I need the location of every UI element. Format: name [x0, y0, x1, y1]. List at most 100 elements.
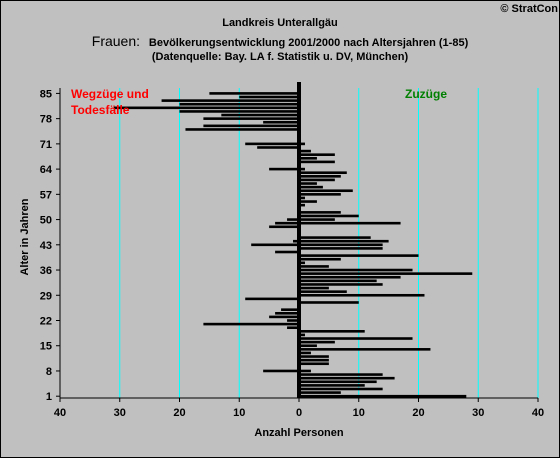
bar-zuzuege-40: [299, 254, 419, 257]
bar-wegzuege-76: [203, 124, 299, 128]
y-tick-label: 1: [46, 391, 52, 403]
bar-zuzuege-58: [299, 189, 353, 193]
y-tick-label: 15: [40, 341, 52, 353]
bar-zuzuege-2: [299, 391, 341, 394]
bar-zuzuege-30: [299, 290, 347, 293]
bar-zuzuege-12: [299, 355, 329, 358]
x-tick-label: 40: [54, 407, 66, 419]
bar-wegzuege-49: [275, 221, 299, 225]
chart-title: Landkreis Unterallgäu: [222, 17, 338, 29]
bar-wegzuege-75: [185, 128, 299, 131]
bar-zuzuege-62: [299, 175, 341, 178]
y-tick-label: 29: [40, 290, 52, 302]
bar-zuzuege-10: [299, 362, 329, 366]
x-tick-label: 0: [296, 407, 302, 419]
copyright-label: © StratCon: [500, 3, 558, 15]
bar-zuzuege-68: [299, 153, 335, 156]
bar-zuzuege-60: [299, 182, 317, 185]
chart-subtitle: Frauen: Bevölkerungsentwicklung 2001/200…: [0, 33, 560, 51]
bar-zuzuege-5: [299, 380, 377, 384]
bar-wegzuege-71: [245, 142, 299, 146]
y-axis-title: Alter in Jahren: [19, 198, 31, 275]
bar-zuzuege-35: [299, 272, 473, 275]
bar-wegzuege-80: [179, 110, 299, 113]
bar-zuzuege-45: [299, 236, 371, 239]
bar-wegzuege-23: [269, 315, 299, 319]
bar-zuzuege-32: [299, 283, 383, 286]
y-tick-label: 78: [40, 114, 52, 126]
x-tick-label: 10: [233, 407, 245, 419]
bar-wegzuege-77: [263, 120, 299, 124]
bar-zuzuege-33: [299, 279, 377, 283]
x-tick-label: 20: [173, 407, 185, 419]
y-tick-label: 71: [40, 139, 52, 151]
bar-zuzuege-3: [299, 387, 383, 391]
bar-wegzuege-20: [287, 326, 299, 330]
bar-zuzuege-29: [299, 293, 425, 297]
bar-zuzuege-71: [299, 142, 305, 146]
bar-wegzuege-83: [161, 99, 299, 102]
bar-zuzuege-64: [299, 167, 305, 171]
bar-zuzuege-43: [299, 243, 383, 247]
bar-wegzuege-28: [245, 297, 299, 301]
bar-wegzuege-64: [269, 167, 299, 171]
bar-zuzuege-38: [299, 261, 305, 265]
bar-zuzuege-39: [299, 257, 341, 261]
bar-zuzuege-15: [299, 344, 317, 348]
subtitle-rest: Bevölkerungsentwicklung 2001/2000 nach A…: [148, 37, 469, 49]
annotation-wegzuege-line-2: Todesfälle: [71, 103, 130, 117]
bar-zuzuege-52: [299, 211, 341, 214]
bar-zuzuege-8: [299, 369, 311, 373]
bar-wegzuege-44: [293, 239, 299, 243]
bar-zuzuege-54: [299, 203, 305, 207]
bar-zuzuege-16: [299, 340, 335, 344]
bar-wegzuege-24: [275, 311, 299, 315]
bar-zuzuege-66: [299, 160, 335, 164]
bar-wegzuege-25: [281, 308, 299, 311]
subtitle-lead: Frauen:: [91, 33, 141, 49]
bar-zuzuege-34: [299, 275, 401, 279]
bar-zuzuege-36: [299, 268, 413, 272]
bar-zuzuege-37: [299, 265, 329, 268]
bar-zuzuege-19: [299, 330, 365, 333]
bar-wegzuege-21: [203, 322, 299, 326]
bar-wegzuege-85: [209, 92, 299, 95]
data-source-note: (Datenquelle: Bay. LA f. Statistik u. DV…: [151, 51, 409, 63]
bar-zuzuege-17: [299, 337, 413, 340]
bar-zuzuege-7: [299, 373, 383, 376]
y-tick-label: 64: [40, 164, 53, 176]
y-tick-label: 43: [40, 240, 52, 252]
bar-wegzuege-79: [221, 113, 299, 117]
bar-wegzuege-48: [269, 225, 299, 229]
bar-zuzuege-4: [299, 384, 365, 387]
bar-zuzuege-42: [299, 247, 383, 250]
bar-zuzuege-11: [299, 358, 329, 362]
bar-zuzuege-13: [299, 351, 311, 355]
annotation-zuzuege: Zuzüge: [405, 87, 447, 101]
bar-zuzuege-1: [299, 394, 467, 398]
bar-zuzuege-56: [299, 196, 305, 200]
bar-zuzuege-27: [299, 301, 359, 304]
y-tick-label: 36: [40, 265, 52, 277]
bar-wegzuege-50: [287, 218, 299, 221]
bar-zuzuege-50: [299, 218, 335, 221]
bar-wegzuege-78: [203, 117, 299, 120]
x-tick-label: 30: [114, 407, 126, 419]
y-tick-label: 8: [46, 366, 52, 378]
y-tick-label: 50: [40, 215, 52, 227]
bar-wegzuege-82: [179, 102, 299, 106]
bar-wegzuege-43: [251, 243, 299, 247]
bar-zuzuege-69: [299, 149, 311, 153]
x-axis-title: Anzahl Personen: [254, 427, 344, 439]
annotation-wegzuege-line-1: Wegzüge und: [71, 87, 149, 101]
bar-zuzuege-57: [299, 193, 341, 196]
bar-wegzuege-22: [287, 319, 299, 322]
bar-zuzuege-31: [299, 286, 329, 290]
bar-zuzuege-44: [299, 239, 389, 243]
x-tick-label: 30: [472, 407, 484, 419]
x-tick-label: 20: [412, 407, 424, 419]
y-tick-label: 85: [40, 88, 52, 100]
bar-zuzuege-6: [299, 376, 395, 380]
bar-zuzuege-49: [299, 221, 401, 225]
